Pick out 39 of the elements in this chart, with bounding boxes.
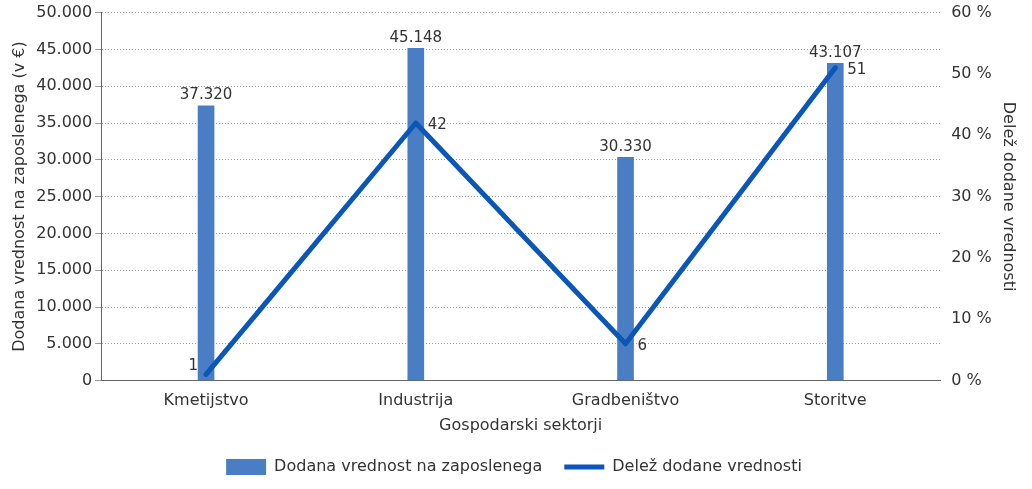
data-label: 51 <box>847 59 867 78</box>
bar <box>826 63 844 381</box>
y2-axis-title: Delež dodane vrednosti <box>1000 101 1020 292</box>
y-tick-label: 40.000 <box>36 75 93 95</box>
y2-tick-label: 50 % <box>951 63 992 83</box>
bar <box>617 157 634 381</box>
legend-label: Dodana vrednost na zaposlenega <box>274 456 543 476</box>
y-tick-label: 0 <box>82 369 93 389</box>
y-tick-label: 50.000 <box>36 1 93 21</box>
data-label: 42 <box>427 114 447 133</box>
x-tick-label: Industrija <box>378 390 454 410</box>
data-label: 37.320 <box>179 85 233 104</box>
x-tick-label: Gradbeništvo <box>571 390 680 410</box>
data-label: 43.107 <box>809 42 862 61</box>
y2-tick-label: 40 % <box>951 124 992 144</box>
y2-tick-label: 10 % <box>951 308 992 328</box>
y-tick-label: 5.000 <box>46 332 93 352</box>
y2-tick-label: 60 % <box>951 1 992 21</box>
y-tick-label: 15.000 <box>36 259 93 279</box>
y-tick-label: 10.000 <box>36 296 93 316</box>
data-label: 45.148 <box>389 27 443 46</box>
y-tick-label: 30.000 <box>36 148 93 168</box>
data-label: 1 <box>188 356 199 375</box>
y-tick-label: 35.000 <box>36 112 93 132</box>
x-tick-label: Storitve <box>803 390 867 410</box>
y2-tick-label: 0 % <box>951 369 982 389</box>
y-tick-label: 45.000 <box>36 38 93 58</box>
x-tick-label: Kmetijstvo <box>163 390 249 410</box>
bar <box>197 105 215 381</box>
x-axis-title: Gospodarski sektorji <box>439 414 603 434</box>
y-axis-title: Dodana vrednost na zaposlenega (v €) <box>8 41 28 352</box>
data-label: 6 <box>637 335 648 354</box>
y2-tick-label: 30 % <box>951 185 992 205</box>
y2-tick-label: 20 % <box>951 247 992 267</box>
y-tick-label: 25.000 <box>36 185 93 205</box>
legend-label: Delež dodane vrednosti <box>612 456 802 476</box>
data-label: 30.330 <box>599 136 652 155</box>
y-tick-label: 20.000 <box>36 222 93 242</box>
bar <box>407 47 425 381</box>
